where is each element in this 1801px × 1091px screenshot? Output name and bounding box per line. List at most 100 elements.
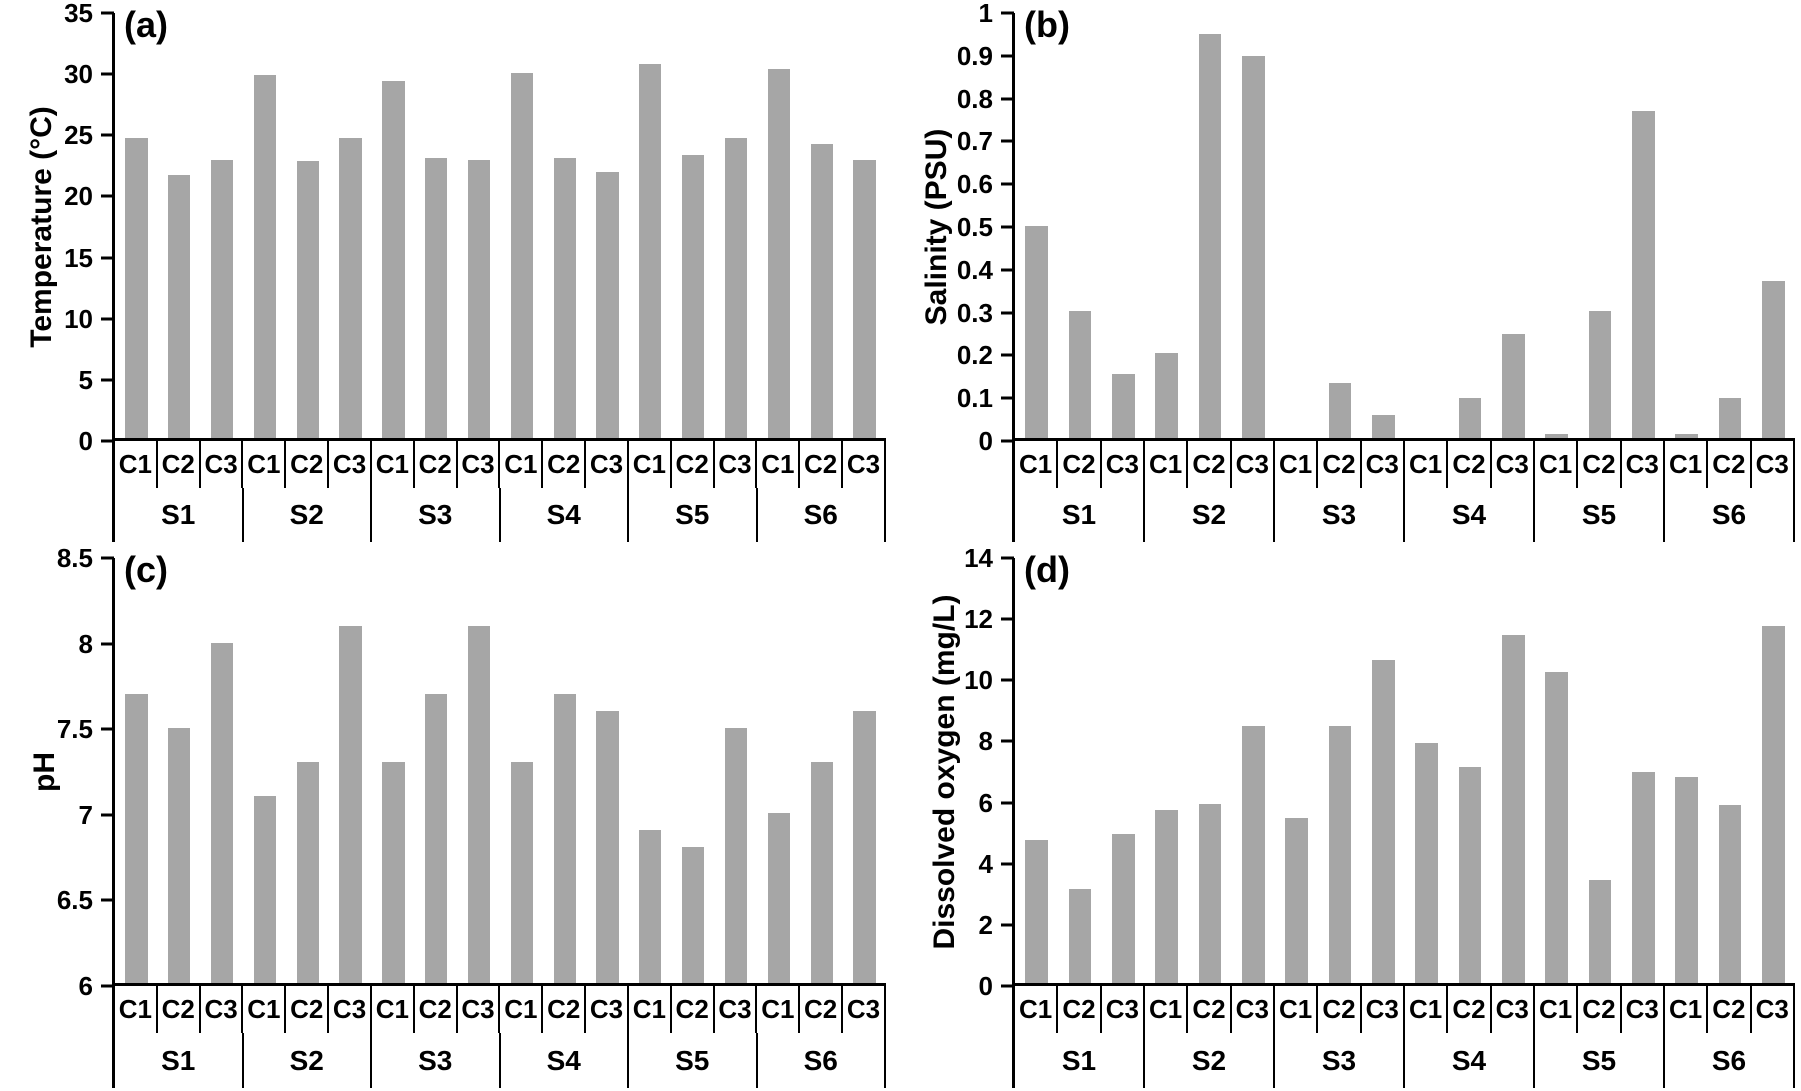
- bar-s4-c2: [1458, 767, 1482, 983]
- bar-s4-c3: [596, 172, 619, 438]
- site-cell-s2: S2: [1145, 488, 1275, 542]
- bar-slot-s5-c3: [715, 558, 758, 983]
- category-cell-s2-c1: C1: [1145, 441, 1189, 488]
- bar-s2-c1: [253, 74, 277, 438]
- category-cell-s5-c3: C3: [1622, 986, 1665, 1033]
- bar-slot-s1-c1: [1015, 13, 1058, 438]
- bar-s3-c3: [467, 626, 491, 983]
- bar-s3-c2: [425, 694, 448, 983]
- bar-s6-c2: [810, 762, 833, 983]
- y-axis-title: Temperature (°C): [25, 106, 58, 348]
- category-cell-s5-c1: C1: [1535, 441, 1579, 488]
- y-tick-label: 4: [975, 849, 996, 878]
- y-axis: 1 0.9 0.8 0.7 0.6 0.5 0.4 0.3 0.2 0.1 0: [900, 0, 1014, 455]
- plot-area: [112, 13, 886, 441]
- y-tick-label: 7.5: [53, 715, 96, 744]
- plot-area: [1012, 13, 1795, 441]
- site-cell-s1: S1: [112, 1033, 244, 1088]
- bar-slot-s5-c2: [1578, 558, 1621, 983]
- bar-slot-s2-c1: [243, 558, 286, 983]
- y-tick-mark: [1001, 11, 1014, 15]
- bar-s6-c3: [1761, 280, 1785, 438]
- category-cell-s2-c1: C1: [243, 986, 287, 1033]
- y-tick-mark: [1001, 439, 1014, 443]
- y-tick-label: 6.5: [53, 886, 96, 915]
- panel-d-dissolved-oxygen: Dissolved oxygen (mg/L) (d) 14 12 10 8 6 4 2 0 …: [900, 545, 1801, 1091]
- bar-slot-s4-c3: [586, 558, 629, 983]
- bar-slot-s4-c3: [1492, 13, 1535, 438]
- bar-slot-s5-c1: [1535, 558, 1578, 983]
- bar-s5-c2: [1588, 879, 1612, 983]
- site-cell-s1: S1: [112, 488, 244, 542]
- bar-slot-s6-c2: [800, 558, 843, 983]
- bar-s2-c3: [339, 626, 362, 983]
- bar-s5-c3: [1632, 772, 1655, 983]
- category-cell-s6-c1: C1: [1665, 986, 1709, 1033]
- category-cell-s1-c2: C2: [1058, 986, 1102, 1033]
- panel-letter: (c): [124, 549, 168, 590]
- y-tick-mark: [1001, 396, 1014, 400]
- category-cell-s5-c1: C1: [1535, 986, 1579, 1033]
- category-cell-s3-c2: C2: [1318, 441, 1362, 488]
- bar-s2-c2: [1198, 34, 1222, 438]
- panel-letter: (a): [124, 4, 168, 45]
- bar-s4-c1: [510, 72, 533, 438]
- bar-s3-c2: [425, 157, 448, 438]
- category-cell-s2-c2: C2: [286, 986, 330, 1033]
- bar-s6-c2: [1718, 805, 1742, 983]
- bar-s2-c3: [1242, 55, 1265, 438]
- bar-s3-c1: [382, 762, 405, 983]
- y-tick-mark: [101, 984, 114, 988]
- y-tick-label: 0.5: [953, 213, 996, 241]
- category-cell-s2-c3: C3: [329, 986, 372, 1033]
- bar-slot-s6-c1: [1665, 13, 1708, 438]
- category-cell-s1-c1: C1: [112, 986, 158, 1033]
- bar-s5-c2: [682, 155, 705, 438]
- category-cell-s1-c1: C1: [112, 441, 158, 488]
- category-cell-s6-c3: C3: [843, 986, 886, 1033]
- y-tick-label: 14: [961, 545, 996, 572]
- bar-slot-s2-c3: [329, 558, 372, 983]
- y-tick-mark: [1001, 801, 1014, 805]
- y-axis: 8.5 8 7.5 7 6.5 6: [0, 545, 114, 1000]
- bar-s6-c3: [1761, 626, 1785, 983]
- y-tick-label: 15: [61, 243, 96, 272]
- y-axis-title: Salinity (PSU): [920, 128, 953, 326]
- y-tick-mark: [101, 194, 114, 198]
- y-tick-mark: [1001, 268, 1014, 272]
- y-tick-label: 2: [975, 910, 996, 939]
- bar-slot-s1-c1: [115, 13, 158, 438]
- bar-s2-c1: [1155, 353, 1178, 438]
- bar-s6-c2: [1718, 397, 1742, 438]
- category-cell-s6-c1: C1: [757, 986, 801, 1033]
- site-row: S1 S2 S3 S4 S5 S6: [112, 1033, 886, 1088]
- bar-slot-s2-c1: [243, 13, 286, 438]
- bar-slot-s1-c2: [158, 558, 201, 983]
- y-tick-mark: [1001, 739, 1014, 743]
- bar-slot-s3-c2: [415, 558, 458, 983]
- y-tick-label: 8: [75, 629, 96, 658]
- panel-b-salinity: Salinity (PSU) (b) 1 0.9 0.8 0.7 0.6 0.5 0.4 0.…: [900, 0, 1801, 545]
- bar-slot-s2-c3: [329, 13, 372, 438]
- bar-s5-c1: [639, 830, 662, 983]
- site-cell-s5: S5: [629, 488, 758, 542]
- bar-slot-s2-c1: [1145, 13, 1188, 438]
- y-tick-label: 10: [61, 304, 96, 333]
- y-tick-mark: [101, 813, 114, 817]
- category-cell-s6-c1: C1: [1665, 441, 1709, 488]
- category-cell-s1-c3: C3: [1102, 441, 1145, 488]
- category-cell-s3-c2: C2: [415, 986, 458, 1033]
- bar-s4-c1: [510, 762, 533, 983]
- category-cell-s4-c1: C1: [500, 986, 544, 1033]
- category-cell-s2-c3: C3: [1232, 441, 1275, 488]
- site-row: S1 S2 S3 S4 S5 S6: [112, 488, 886, 542]
- category-cell-s3-c1: C1: [372, 986, 415, 1033]
- bar-slot-s2-c2: [286, 13, 329, 438]
- bar-slot-s3-c2: [415, 13, 458, 438]
- category-cell-s3-c3: C3: [458, 441, 501, 488]
- y-tick-mark: [1001, 182, 1014, 186]
- bar-slot-s4-c1: [500, 558, 543, 983]
- bar-slot-s3-c1: [372, 13, 415, 438]
- bar-slot-s1-c3: [201, 558, 244, 983]
- y-tick-mark: [101, 727, 114, 731]
